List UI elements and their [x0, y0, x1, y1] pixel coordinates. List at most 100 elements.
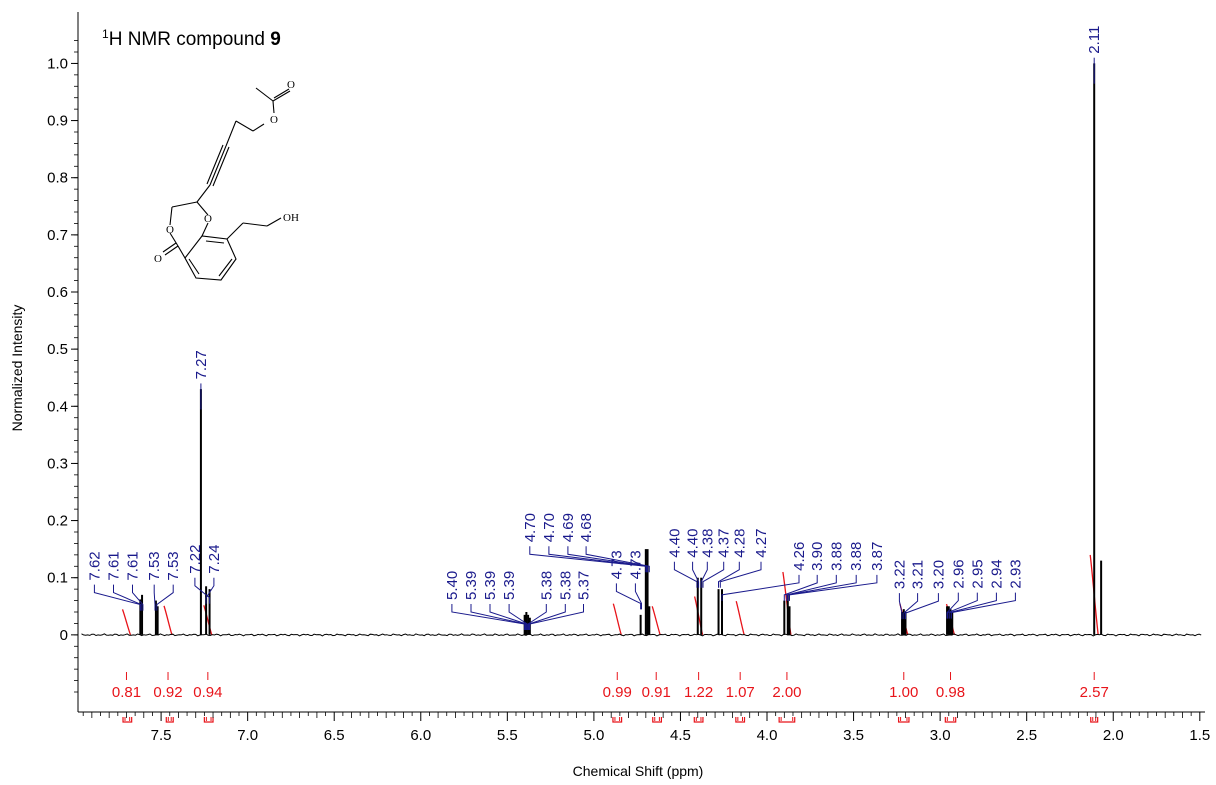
x-tick-label: 7.0: [237, 727, 258, 744]
peak-label-leader: [194, 577, 211, 604]
integral-label: 0.91: [642, 684, 671, 701]
peak-label: 7.53: [146, 551, 163, 580]
peak-label: 4.26: [791, 542, 808, 571]
x-tick-label: 5.5: [497, 727, 518, 744]
integral-label: 2.57: [1080, 684, 1109, 701]
bond: [201, 222, 209, 237]
x-tick-label: 3.0: [930, 727, 951, 744]
bond: [169, 206, 173, 226]
bond: [196, 201, 209, 216]
peak-label: 5.37: [576, 571, 593, 600]
integral-curve: [735, 601, 745, 636]
peak-label: 4.70: [522, 513, 539, 542]
aromatic-bond: [218, 258, 233, 277]
peak-label-leader: [692, 561, 700, 588]
peak-label-leader: [718, 561, 740, 588]
integral-bracket: [778, 717, 796, 723]
integral-label: 0.81: [112, 684, 141, 701]
integral-label: 0.94: [193, 684, 222, 701]
x-tick-label: 4.0: [757, 727, 778, 744]
triple-bond: [209, 145, 227, 186]
peak-label-leader: [634, 583, 642, 610]
peak-label-leader: [787, 574, 857, 601]
peak-label-leader: [113, 584, 142, 611]
peak-label: 4.37: [716, 529, 733, 558]
integral-bracket: [122, 717, 133, 723]
peak-label-leader: [153, 584, 156, 611]
peak-label-leader: [205, 577, 215, 604]
bond: [266, 217, 282, 227]
peak-label: 2.96: [950, 559, 967, 588]
peak-label-leader: [585, 546, 650, 573]
peak-label: 7.22: [187, 545, 204, 574]
peak-label: 4.73: [627, 550, 644, 579]
y-tick-label: 0.3: [47, 455, 68, 472]
bond: [273, 88, 290, 99]
peak-label: 7.27: [193, 350, 210, 379]
atom-label: O: [204, 213, 212, 225]
peak-label-leader: [950, 592, 1016, 619]
title-main: H NMR compound: [109, 29, 271, 50]
structure-atoms: O O O O O OH: [154, 79, 299, 265]
atom-label: O: [154, 253, 162, 265]
bond: [177, 245, 186, 259]
aromatic-bond: [188, 258, 200, 275]
bond: [169, 232, 179, 247]
y-tick-label: 0.7: [47, 227, 68, 244]
integral-bracket: [897, 717, 910, 723]
peak-label-leader: [548, 546, 648, 573]
x-axis-title: Chemical Shift (ppm): [573, 763, 704, 779]
atom-label: O: [166, 224, 174, 236]
peak-label-leader: [93, 584, 141, 611]
y-tick-label: 0.2: [47, 513, 68, 530]
peak-label: 3.21: [910, 560, 927, 589]
integral-curve: [612, 603, 622, 636]
peak-label: 3.20: [930, 560, 947, 589]
peak-label: 4.28: [731, 529, 748, 558]
peak-label-leader: [783, 574, 818, 601]
integral-bracket: [612, 717, 623, 723]
peak-label-leader: [508, 604, 528, 630]
peak-label-leader: [470, 604, 526, 630]
peak-label: 2.95: [969, 559, 986, 588]
peak-labels-layer: 7.62 7.61 7.61 7.53 7.537.277.247.225.40 5.39…: [86, 26, 1103, 630]
peak-label-leader: [700, 561, 708, 588]
x-tick-label: 6.5: [324, 727, 345, 744]
peak-label: 5.40: [444, 571, 461, 600]
integral-bracket: [735, 717, 746, 723]
x-tick-label: 1.5: [1189, 727, 1210, 744]
peak-label: 5.39: [501, 571, 518, 600]
triple-bond: [206, 144, 224, 185]
peak-label: 5.39: [482, 571, 499, 600]
y-tick-label: 0.8: [47, 170, 68, 187]
y-axis-title: Normalized Intensity: [9, 305, 25, 432]
peak-label: 5.38: [538, 571, 555, 600]
x-tick-label: 2.5: [1016, 727, 1037, 744]
peak-label-leader: [156, 584, 174, 611]
peak-label-leader: [903, 593, 919, 620]
atom-label: O: [287, 79, 295, 91]
peak-label: 7.53: [165, 551, 182, 580]
peak-label: 3.22: [891, 560, 908, 589]
y-tick-label: 0.9: [47, 113, 68, 130]
y-tick-label: 0.4: [47, 398, 68, 415]
x-tick-label: 4.5: [670, 727, 691, 744]
peak-label-leader: [946, 592, 959, 619]
bond: [272, 90, 291, 102]
axes-layer: 0 0.1 0.2 0.3 0.4 0.5 0.6 0.7 0.8 0.9 1.0 7.5 7.0 6.5…: [47, 12, 1210, 744]
peak-label: 4.40: [685, 529, 702, 558]
bond: [242, 222, 268, 227]
peak-label: 4.73: [608, 550, 625, 579]
integral-label: 1.00: [889, 684, 918, 701]
bond: [162, 242, 177, 253]
peak-label: 4.38: [699, 529, 716, 558]
integral-bracket: [944, 717, 957, 723]
peak-label-leader: [786, 574, 837, 601]
peak-label: 2.94: [988, 559, 1005, 588]
bond: [226, 222, 244, 240]
bond: [272, 100, 275, 114]
x-tick-label: 3.5: [843, 727, 864, 744]
integral-curve: [203, 605, 213, 636]
spectrum-layer: [81, 63, 1202, 637]
integral-curve: [121, 609, 132, 636]
